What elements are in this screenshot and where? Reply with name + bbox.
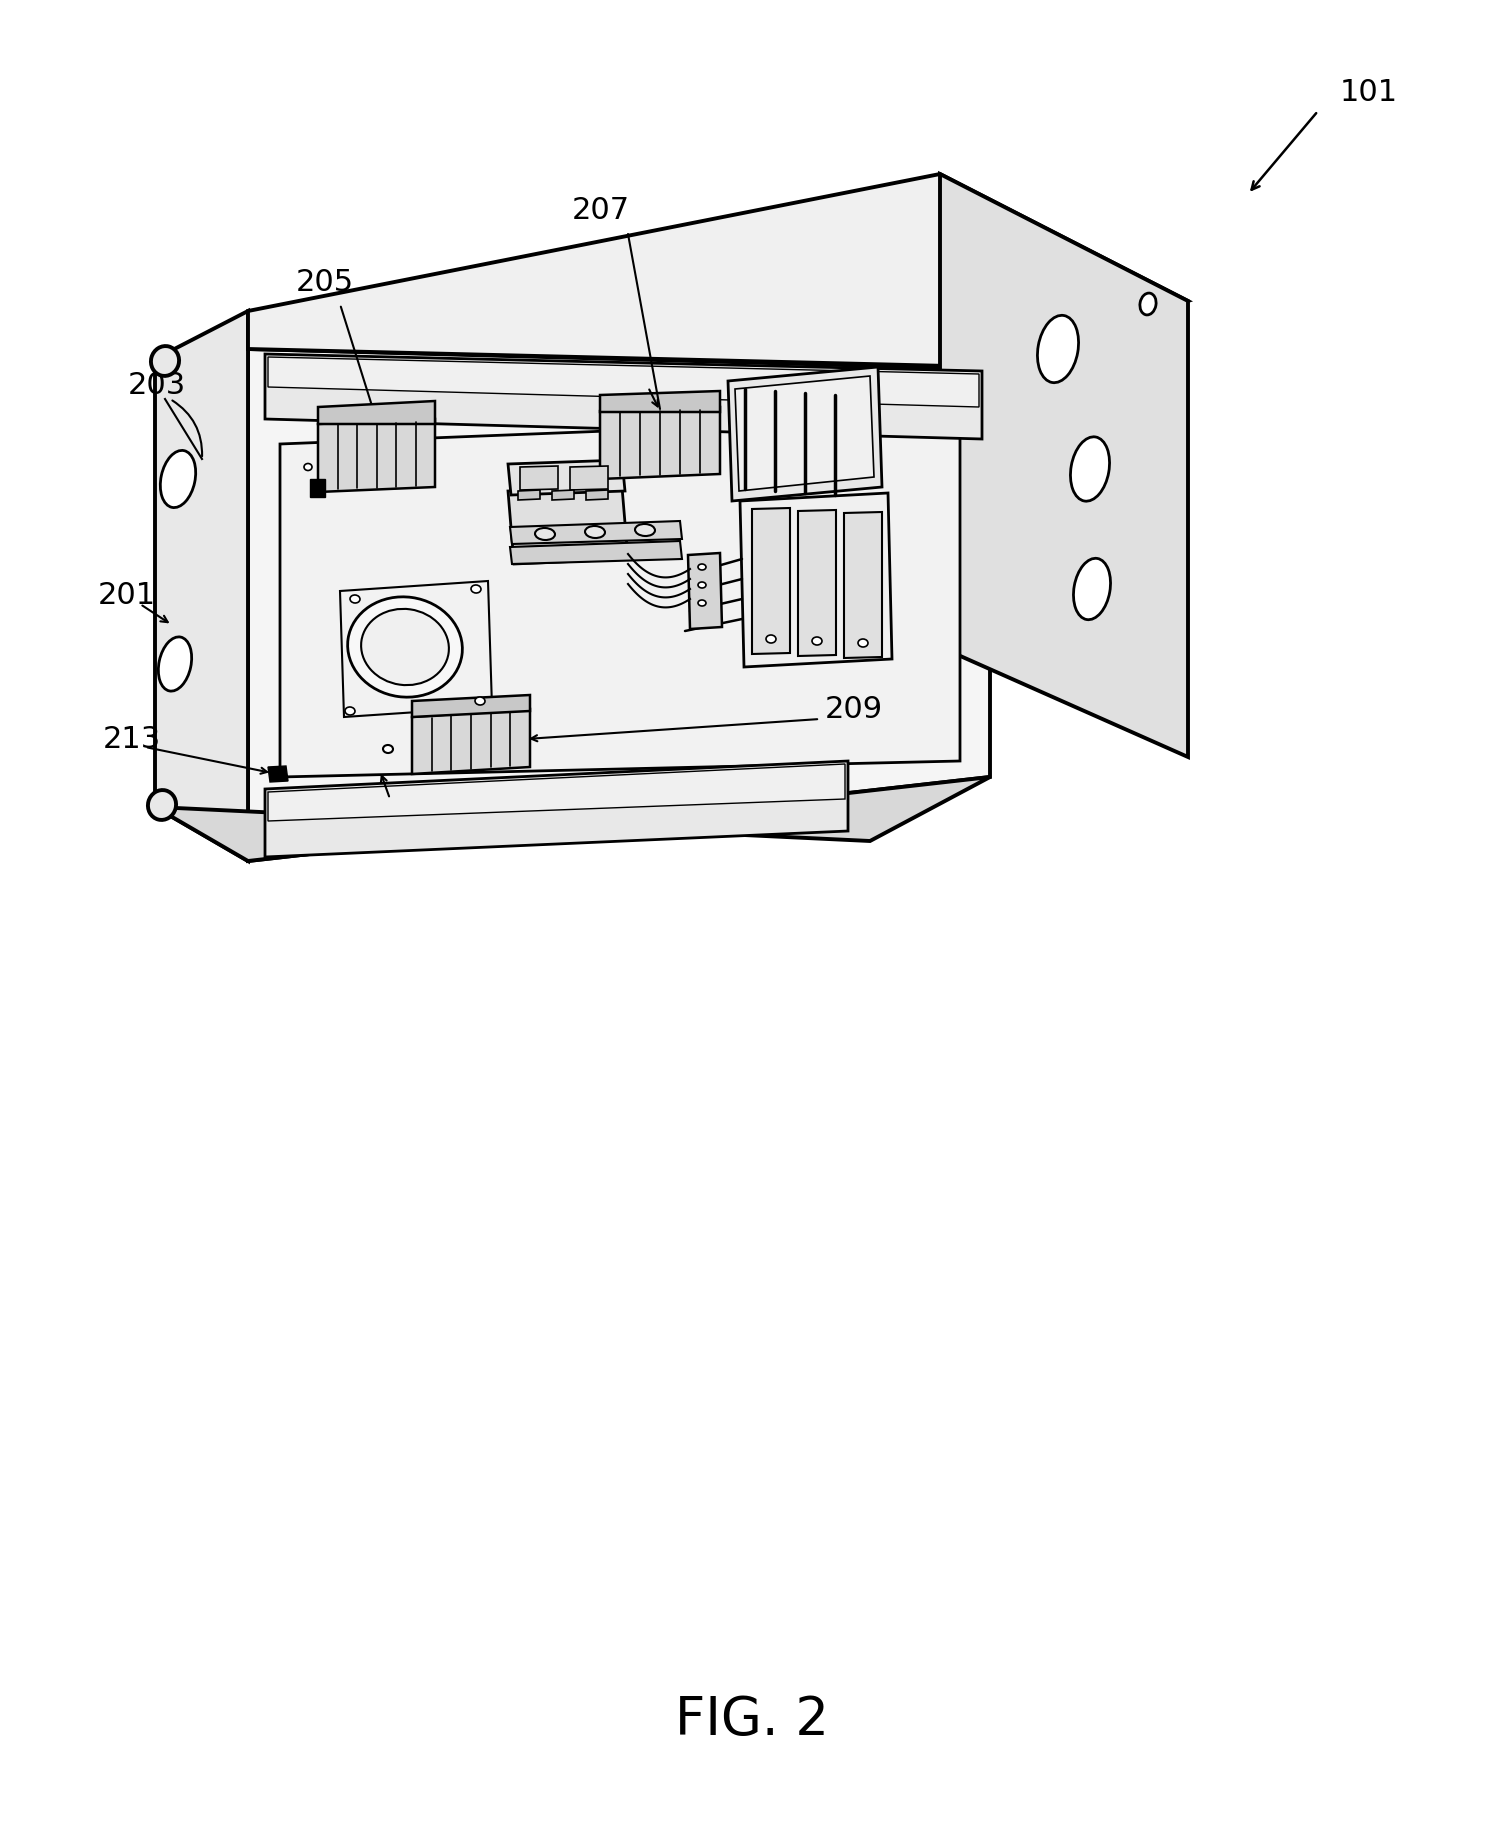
- Polygon shape: [510, 542, 681, 565]
- Polygon shape: [268, 767, 287, 783]
- Ellipse shape: [384, 745, 393, 754]
- Ellipse shape: [857, 640, 868, 648]
- Text: 203: 203: [128, 370, 186, 399]
- Ellipse shape: [1074, 558, 1110, 620]
- Polygon shape: [280, 417, 960, 778]
- Ellipse shape: [150, 348, 179, 377]
- Ellipse shape: [344, 708, 355, 716]
- Polygon shape: [412, 710, 529, 774]
- Polygon shape: [155, 311, 248, 862]
- Polygon shape: [752, 509, 790, 655]
- Ellipse shape: [161, 452, 196, 509]
- Polygon shape: [940, 176, 1188, 758]
- Ellipse shape: [471, 586, 481, 593]
- Text: 205: 205: [296, 267, 353, 296]
- Text: LW: LW: [851, 533, 874, 545]
- Ellipse shape: [147, 791, 176, 820]
- Ellipse shape: [361, 609, 448, 686]
- Ellipse shape: [1140, 295, 1157, 317]
- Ellipse shape: [812, 637, 823, 646]
- Text: 101: 101: [1340, 77, 1399, 106]
- Ellipse shape: [347, 598, 462, 697]
- Polygon shape: [799, 511, 836, 657]
- Text: FIG. 2: FIG. 2: [675, 1693, 829, 1746]
- Ellipse shape: [635, 525, 654, 536]
- Polygon shape: [317, 403, 435, 425]
- Polygon shape: [508, 461, 626, 496]
- Polygon shape: [587, 490, 608, 501]
- Polygon shape: [317, 419, 435, 492]
- Polygon shape: [735, 377, 874, 492]
- Polygon shape: [844, 512, 881, 659]
- Ellipse shape: [698, 600, 705, 608]
- Polygon shape: [510, 522, 681, 545]
- Polygon shape: [265, 355, 982, 439]
- Ellipse shape: [475, 697, 484, 706]
- Ellipse shape: [698, 565, 705, 571]
- Text: 213: 213: [102, 725, 161, 754]
- Ellipse shape: [698, 582, 705, 589]
- Text: 207: 207: [572, 196, 630, 225]
- Ellipse shape: [350, 597, 359, 604]
- Polygon shape: [265, 761, 848, 858]
- Text: 209: 209: [826, 695, 883, 725]
- Polygon shape: [687, 554, 722, 630]
- Polygon shape: [517, 490, 540, 501]
- Ellipse shape: [158, 637, 191, 692]
- Text: 201: 201: [98, 582, 156, 609]
- Polygon shape: [310, 479, 325, 498]
- Ellipse shape: [304, 465, 311, 472]
- Ellipse shape: [766, 635, 776, 644]
- Polygon shape: [600, 392, 720, 414]
- Ellipse shape: [1038, 317, 1078, 384]
- Text: N: N: [811, 529, 823, 544]
- Ellipse shape: [1071, 437, 1110, 501]
- Polygon shape: [248, 176, 1188, 368]
- Polygon shape: [248, 350, 990, 862]
- Polygon shape: [268, 359, 979, 408]
- Ellipse shape: [535, 529, 555, 540]
- Polygon shape: [412, 695, 529, 717]
- Polygon shape: [268, 765, 845, 822]
- Polygon shape: [155, 778, 990, 862]
- Polygon shape: [508, 489, 629, 565]
- Polygon shape: [552, 490, 575, 501]
- Polygon shape: [570, 467, 608, 490]
- Polygon shape: [740, 494, 892, 668]
- Polygon shape: [600, 408, 720, 479]
- Polygon shape: [728, 368, 881, 501]
- Text: +: +: [391, 631, 406, 648]
- Polygon shape: [520, 467, 558, 490]
- Ellipse shape: [585, 527, 605, 538]
- Text: H: H: [766, 527, 776, 542]
- Text: 211: 211: [364, 792, 423, 822]
